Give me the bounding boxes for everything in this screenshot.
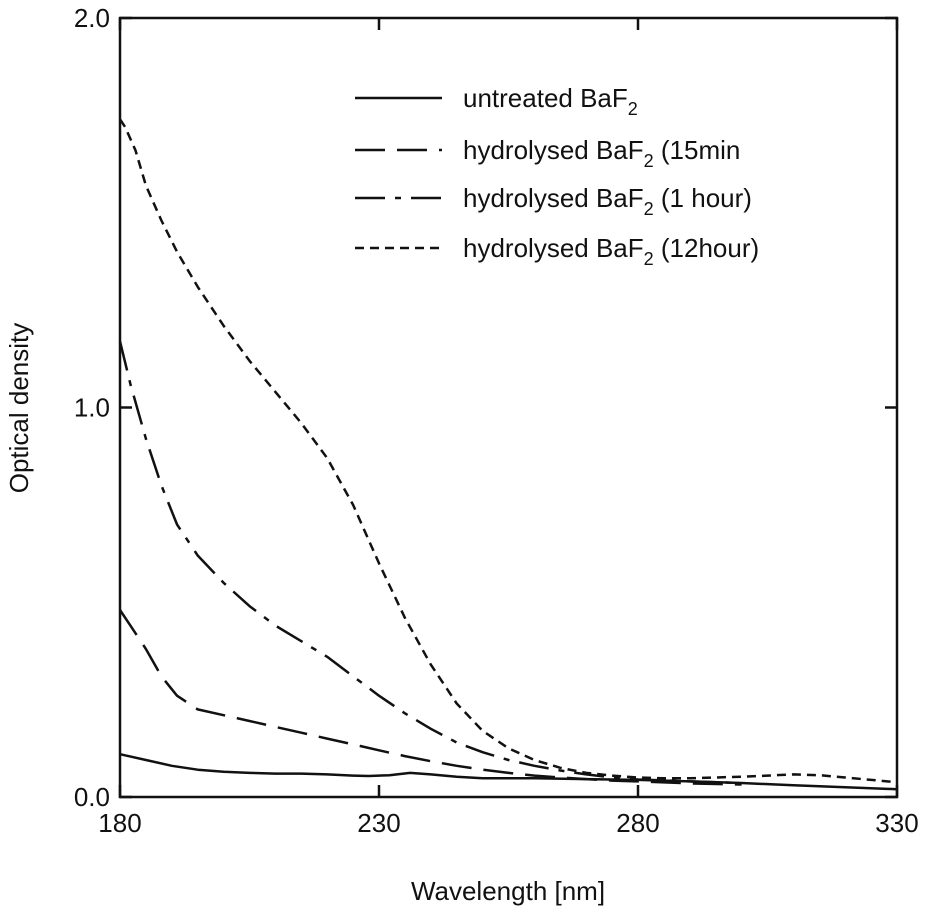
series-line-4 <box>118 118 898 784</box>
legend-label-2: hydrolysed BaF2 (15min <box>463 135 740 171</box>
x-tick-label: 330 <box>875 808 918 838</box>
y-tick-label: 0.0 <box>74 782 110 812</box>
legend: untreated BaF2 hydrolysed BaF2 (15min hydr… <box>355 83 759 269</box>
legend-label-4: hydrolysed BaF2 (12hour) <box>463 233 759 269</box>
series-lines <box>118 118 898 791</box>
x-tick-label: 280 <box>616 808 659 838</box>
x-tick-label: 180 <box>98 808 141 838</box>
series-line-2 <box>118 609 742 786</box>
axis-ticks <box>118 16 899 799</box>
tick-labels: 180 230 280 330 0.0 1.0 2.0 <box>74 3 919 838</box>
legend-label-3: hydrolysed BaF2 (1 hour) <box>463 183 752 219</box>
y-axis-title: Optical density <box>4 323 34 494</box>
legend-label-1: untreated BaF2 <box>463 83 638 119</box>
series-line-3 <box>118 341 742 785</box>
x-axis-title: Wavelength [nm] <box>411 876 605 906</box>
y-tick-label: 2.0 <box>74 3 110 33</box>
x-tick-label: 230 <box>357 808 400 838</box>
y-tick-label: 1.0 <box>74 393 110 423</box>
